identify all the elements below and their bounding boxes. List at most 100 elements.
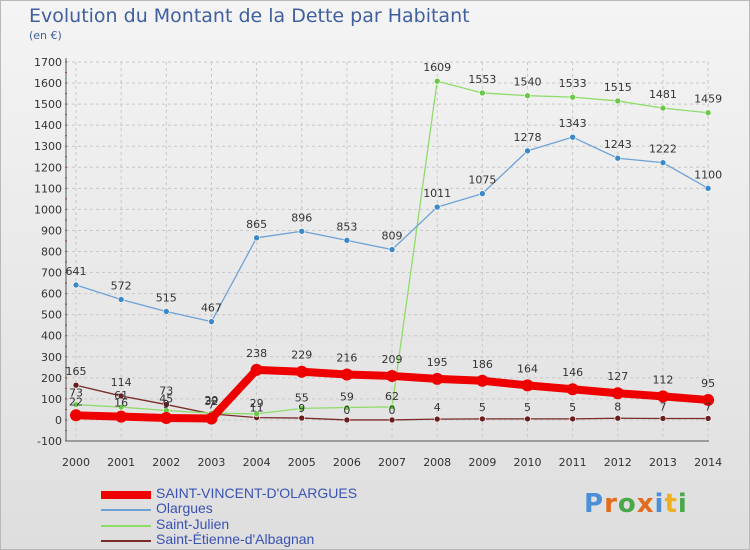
y-tick-label: 700: [41, 267, 62, 280]
y-tick-label: 1100: [34, 182, 62, 195]
data-label: 4: [434, 401, 441, 414]
data-label: 5: [569, 401, 576, 414]
data-label: 8: [614, 400, 621, 413]
legend-swatch: [101, 525, 151, 527]
x-tick-label: 2004: [243, 456, 271, 469]
legend-swatch: [101, 509, 151, 511]
x-tick-label: 2006: [333, 456, 361, 469]
data-label: 1459: [694, 93, 722, 106]
data-label: 641: [66, 265, 87, 278]
data-point: [479, 89, 486, 97]
data-label: 209: [382, 353, 403, 366]
data-point: [566, 383, 579, 396]
data-point: [298, 405, 306, 412]
logo-letter: x: [636, 489, 655, 519]
legend-label: SAINT-VINCENT-D'OLARGUES: [156, 485, 358, 501]
x-tick-label: 2009: [468, 456, 496, 469]
data-label: 216: [336, 351, 357, 364]
legend-label: Olargues: [156, 500, 213, 516]
data-label: 112: [652, 373, 673, 386]
logo-letter: o: [617, 489, 637, 519]
logo-letter: i: [677, 489, 688, 519]
data-label: 1515: [604, 81, 632, 94]
x-tick-label: 2000: [62, 456, 90, 469]
x-tick-label: 2014: [694, 456, 722, 469]
x-tick-label: 2013: [649, 456, 677, 469]
y-tick-label: 1400: [34, 119, 62, 132]
x-tick-label: 2007: [378, 456, 406, 469]
data-label: 165: [66, 365, 87, 378]
data-label: 45: [159, 392, 173, 405]
data-point: [704, 415, 712, 422]
x-tick-label: 2005: [288, 456, 316, 469]
data-point: [524, 415, 531, 423]
data-point: [521, 379, 534, 392]
data-label: 164: [517, 362, 538, 375]
legend-label: Saint-Julien: [156, 516, 230, 532]
data-label: 73: [159, 385, 173, 398]
data-label: 22: [69, 395, 83, 408]
proxiti-logo: Proxiti: [584, 489, 688, 519]
data-point: [431, 372, 444, 385]
data-point: [253, 234, 260, 242]
data-point: [343, 404, 351, 411]
y-tick-label: 100: [41, 393, 62, 406]
data-label: 7: [705, 400, 712, 413]
data-label: 1553: [468, 73, 496, 86]
data-label: 809: [382, 230, 403, 243]
data-point: [250, 363, 263, 376]
data-label: 865: [246, 218, 267, 231]
logo-letter: t: [664, 489, 678, 519]
data-point: [343, 237, 351, 244]
data-point: [569, 93, 576, 101]
data-point: [476, 374, 489, 387]
y-tick-label: 1700: [34, 56, 62, 69]
data-label: 9: [163, 398, 170, 411]
data-label: 7: [208, 398, 215, 411]
data-point: [524, 147, 531, 155]
y-tick-label: 1300: [34, 140, 62, 153]
data-point: [340, 368, 353, 381]
data-point: [388, 403, 396, 411]
y-tick-label: 600: [41, 288, 62, 301]
data-label: 95: [701, 377, 715, 390]
x-tick-label: 2008: [423, 456, 451, 469]
data-point: [386, 369, 399, 382]
y-tick-label: 800: [41, 246, 62, 259]
data-point: [479, 190, 486, 197]
data-point: [479, 415, 486, 423]
x-tick-label: 2003: [197, 456, 225, 469]
data-point: [614, 154, 622, 162]
logo-letter: P: [584, 489, 605, 519]
data-label: 1011: [423, 187, 451, 200]
data-point: [208, 318, 215, 325]
data-label: 1481: [649, 88, 677, 101]
logo-letter: r: [604, 489, 618, 519]
data-point: [704, 109, 712, 117]
y-tick-label: 400: [41, 330, 62, 343]
data-label: 62: [385, 390, 399, 403]
data-label: 32: [204, 395, 218, 408]
data-point: [388, 416, 396, 424]
data-point: [72, 381, 80, 389]
data-point: [702, 393, 715, 406]
data-label: 1243: [604, 138, 632, 151]
data-label: 73: [69, 387, 83, 400]
data-label: 0: [343, 404, 350, 417]
data-label: 9: [298, 402, 305, 415]
legend-swatch: [101, 491, 151, 499]
data-point: [433, 415, 441, 423]
data-label: 1100: [694, 168, 722, 181]
data-label: 127: [607, 370, 628, 383]
data-label: 1278: [514, 131, 542, 144]
data-label: 1343: [559, 117, 587, 130]
data-label: 896: [291, 211, 312, 224]
y-tick-label: 300: [41, 351, 62, 364]
data-label: 59: [340, 391, 354, 404]
data-label: 467: [201, 302, 222, 315]
data-point: [659, 415, 667, 422]
data-point: [614, 97, 622, 105]
data-point: [524, 92, 531, 99]
